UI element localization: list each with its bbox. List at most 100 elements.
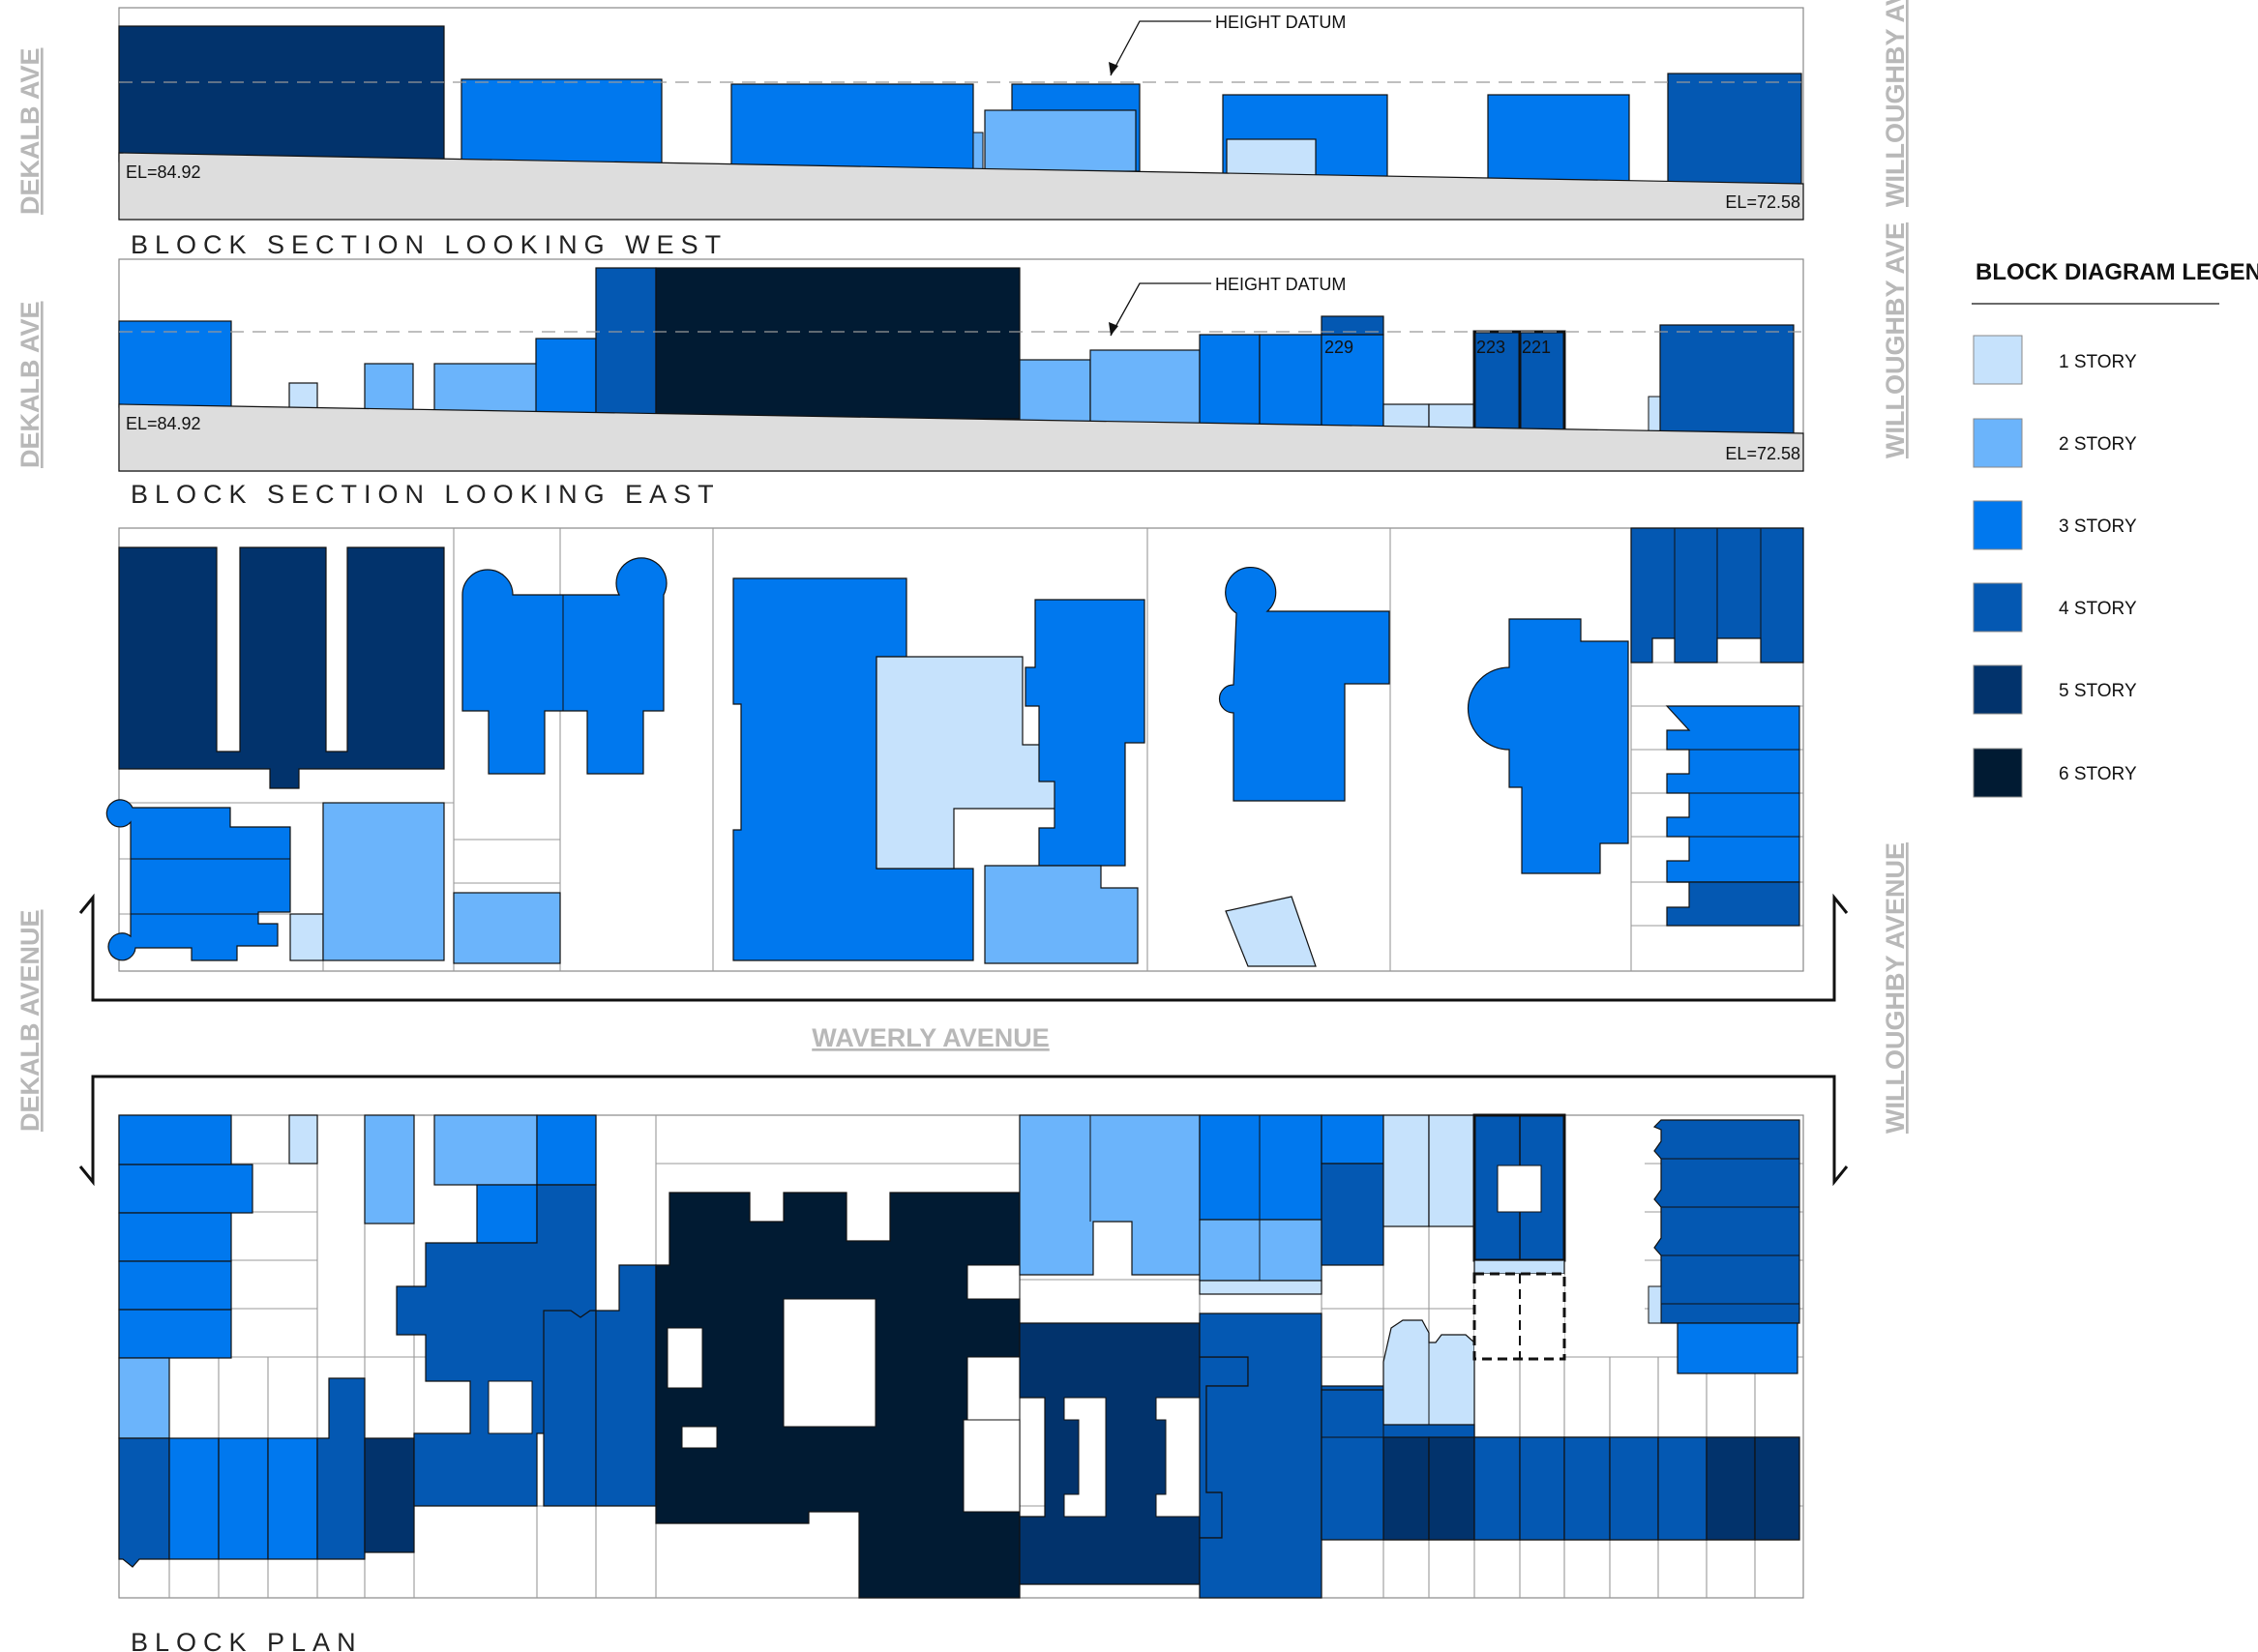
block-diagram-legend: BLOCK DIAGRAM LEGEND 1 STORY 2 STORY 3 S… <box>1972 259 2258 798</box>
building-221-223-rear <box>1472 1272 1566 1361</box>
legend-label: 1 STORY <box>2059 352 2137 372</box>
building-s3 <box>536 1114 597 1186</box>
building-s1 <box>1428 403 1475 430</box>
building-s2 <box>433 1114 538 1186</box>
building-s1 <box>1382 1114 1430 1227</box>
building-s3 <box>118 1164 253 1214</box>
building-s4 <box>1657 1436 1708 1541</box>
courtyard <box>966 1356 1021 1421</box>
section-east-caption: BLOCK SECTION LOOKING EAST <box>131 480 721 509</box>
height-datum-label: HEIGHT DATUM <box>1215 275 1346 294</box>
elevation-left: EL=84.92 <box>126 414 201 433</box>
courtyard <box>667 1327 703 1389</box>
building-s1 <box>1199 1280 1322 1295</box>
building-s3 <box>1218 566 1390 802</box>
legend-item-3-story: 3 STORY <box>1973 500 2137 550</box>
building-s2 <box>984 865 1139 964</box>
building-s3 <box>1199 334 1261 427</box>
building-s3 <box>730 83 974 171</box>
elevation-right: EL=72.58 <box>1725 192 1800 212</box>
legend-item-4-story: 4 STORY <box>1973 582 2137 633</box>
building-s6 <box>655 267 1021 420</box>
courtyard <box>1063 1397 1107 1518</box>
datum-arrowhead <box>1109 62 1118 75</box>
building-s2 <box>984 109 1137 172</box>
building-s3 <box>1259 334 1322 428</box>
building-s2 <box>972 132 984 172</box>
building-s3 <box>461 557 668 775</box>
building-s3 <box>535 338 597 414</box>
datum-leader <box>1110 282 1211 337</box>
courtyard <box>966 1264 1021 1300</box>
building-s4 <box>543 1310 597 1507</box>
building-s3 <box>476 1184 538 1244</box>
building-s3 <box>118 1260 232 1311</box>
building-s4 <box>1563 1436 1611 1541</box>
building-s3 <box>105 799 291 961</box>
building-s4 <box>1667 73 1802 185</box>
street-label-dekalb-avenue: DEKALB AVENUE <box>15 909 45 1132</box>
building-s3 <box>218 1437 269 1560</box>
building-s5 <box>1428 1436 1475 1541</box>
building-s4 <box>1199 1313 1322 1599</box>
building-s1 <box>1648 1285 1662 1324</box>
building-s1 <box>289 913 324 961</box>
address-221: 221 <box>1522 338 1551 357</box>
upper-block-plan <box>105 527 1804 972</box>
section-west: HEIGHT DATUM EL=84.92 EL=72.58 BLOCK SEC… <box>118 7 1804 259</box>
section-west-caption: BLOCK SECTION LOOKING WEST <box>131 230 728 259</box>
building-s1 <box>1225 896 1317 967</box>
building-s4 <box>1321 1163 1384 1266</box>
courtyard <box>681 1426 718 1449</box>
building-s5 <box>118 25 445 162</box>
street-label-willoughby-west: WILLOUGHBY AVE <box>1881 0 1910 207</box>
building-s1 <box>1428 1114 1475 1227</box>
building-s1 <box>1382 403 1430 429</box>
building-223 <box>1472 330 1522 432</box>
legend-swatch <box>1973 582 2023 633</box>
building-s3 <box>1199 1114 1322 1221</box>
building-s2 <box>433 363 538 413</box>
building-s4 <box>1519 1436 1565 1541</box>
legend-title: BLOCK DIAGRAM LEGEND <box>1976 259 2258 285</box>
address-223: 223 <box>1476 338 1505 357</box>
building-s5 <box>1382 1436 1430 1541</box>
legend-label: 4 STORY <box>2059 599 2137 619</box>
building-s4 <box>1666 881 1800 927</box>
building-s3 <box>1487 94 1630 184</box>
street-label-dekalb-west: DEKALB AVE <box>15 47 45 215</box>
legend-swatch <box>1973 500 2023 550</box>
courtyard <box>963 1419 1021 1513</box>
legend-swatch <box>1973 418 2023 468</box>
elevation-left: EL=84.92 <box>126 162 201 182</box>
legend-swatch <box>1973 664 2023 715</box>
building-s1 <box>1226 138 1317 177</box>
building-s5 <box>364 1437 415 1553</box>
courtyard <box>1497 1165 1542 1213</box>
building-s4 <box>1473 1436 1521 1541</box>
legend-label: 6 STORY <box>2059 764 2137 784</box>
section-east: HEIGHT DATUM 229 223 221 EL=84.92 EL=72.… <box>118 258 1804 509</box>
ground-profile <box>118 403 1804 472</box>
building-s1 <box>288 1114 318 1165</box>
building-s3 <box>267 1437 318 1560</box>
building-221 <box>1518 330 1566 432</box>
legend-item-5-story: 5 STORY <box>1973 664 2137 715</box>
street-label-willoughby-avenue: WILLOUGHBY AVENUE <box>1881 842 1910 1134</box>
legend-label: 5 STORY <box>2059 681 2137 701</box>
legend-label: 2 STORY <box>2059 434 2137 455</box>
building-s3 <box>1677 1322 1798 1374</box>
building-s3 <box>1321 1114 1384 1165</box>
waverly-street-band: WAVERLY AVENUE <box>78 893 1849 1187</box>
building-s2 <box>1089 349 1201 426</box>
ground-profile <box>118 152 1804 221</box>
height-datum-label: HEIGHT DATUM <box>1215 13 1346 32</box>
elevation-right: EL=72.58 <box>1725 444 1800 463</box>
building-s1 <box>288 382 318 410</box>
building-s1 <box>1473 1259 1565 1275</box>
building-s2 <box>118 1357 170 1439</box>
building-s5 <box>118 546 445 789</box>
street-label-dekalb-east: DEKALB AVE <box>15 301 45 468</box>
building-s4 <box>316 1377 366 1560</box>
